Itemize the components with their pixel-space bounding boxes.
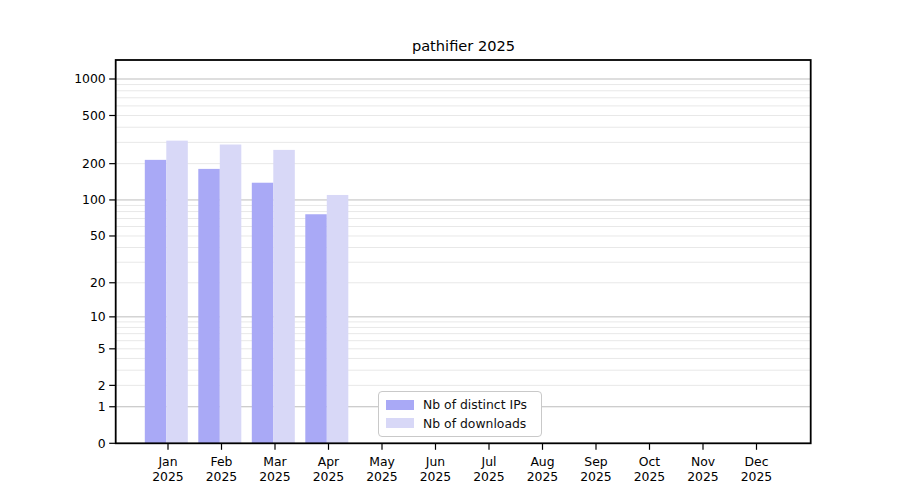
y-tick-label-2: 2 (98, 378, 106, 393)
legend-swatch-downloads (386, 418, 414, 428)
x-tick-label-year-dec: 2025 (741, 469, 773, 484)
bar-feb-distinct-ips (198, 169, 220, 443)
x-tick-label-month-mar: Mar (263, 454, 287, 469)
y-tick-label-20: 20 (90, 275, 106, 290)
bar-apr-downloads (327, 195, 349, 443)
bar-mar-downloads (273, 150, 295, 443)
bar-feb-downloads (220, 145, 242, 444)
legend-swatch-distinct-ips (386, 400, 414, 410)
x-tick-label-year-jul: 2025 (473, 469, 505, 484)
y-tick-label-0: 0 (98, 436, 106, 451)
x-tick-label-year-mar: 2025 (259, 469, 291, 484)
x-tick-label-month-oct: Oct (639, 454, 661, 469)
legend: Nb of distinct IPs Nb of downloads (378, 391, 542, 437)
x-tick-label-year-jan: 2025 (152, 469, 184, 484)
x-tick-label-month-aug: Aug (530, 454, 554, 469)
x-tick-label-month-jul: Jul (481, 454, 497, 469)
bar-jan-distinct-ips (145, 160, 167, 443)
y-tick-label-100: 100 (82, 192, 106, 207)
y-tick-label-10: 10 (90, 309, 106, 324)
x-tick-label-month-may: May (369, 454, 395, 469)
x-tick-label-month-jan: Jan (157, 454, 177, 469)
bar-mar-distinct-ips (252, 183, 273, 444)
x-tick-label-month-dec: Dec (745, 454, 769, 469)
y-tick-label-1: 1 (98, 399, 106, 414)
x-tick-label-year-jun: 2025 (420, 469, 452, 484)
y-tick-label-50: 50 (90, 228, 106, 243)
x-tick-label-month-jun: Jun (425, 454, 445, 469)
legend-item-distinct-ips: Nb of distinct IPs (386, 397, 537, 412)
legend-label-distinct-ips: Nb of distinct IPs (423, 397, 527, 412)
x-tick-label-year-nov: 2025 (687, 469, 719, 484)
y-tick-label-500: 500 (82, 108, 106, 123)
y-tick-label-200: 200 (82, 156, 106, 171)
x-tick-label-year-sep: 2025 (580, 469, 612, 484)
chart-title: pathifier 2025 (116, 37, 811, 54)
y-tick-label-1000: 1000 (74, 71, 106, 86)
x-tick-label-month-sep: Sep (584, 454, 607, 469)
x-tick-label-month-apr: Apr (318, 454, 340, 469)
x-tick-label-year-feb: 2025 (206, 469, 238, 484)
legend-label-downloads: Nb of downloads (423, 416, 526, 431)
legend-item-downloads: Nb of downloads (386, 416, 537, 431)
y-tick-label-5: 5 (98, 341, 106, 356)
x-tick-label-year-oct: 2025 (634, 469, 666, 484)
chart-figure: 01251020501002005001000Jan2025Feb2025Mar… (0, 0, 900, 500)
bar-jan-downloads (166, 141, 188, 444)
x-tick-label-month-feb: Feb (211, 454, 233, 469)
x-tick-label-year-may: 2025 (366, 469, 398, 484)
bar-apr-distinct-ips (305, 214, 327, 443)
x-tick-label-month-nov: Nov (691, 454, 715, 469)
x-tick-label-year-aug: 2025 (527, 469, 559, 484)
x-tick-label-year-apr: 2025 (313, 469, 345, 484)
